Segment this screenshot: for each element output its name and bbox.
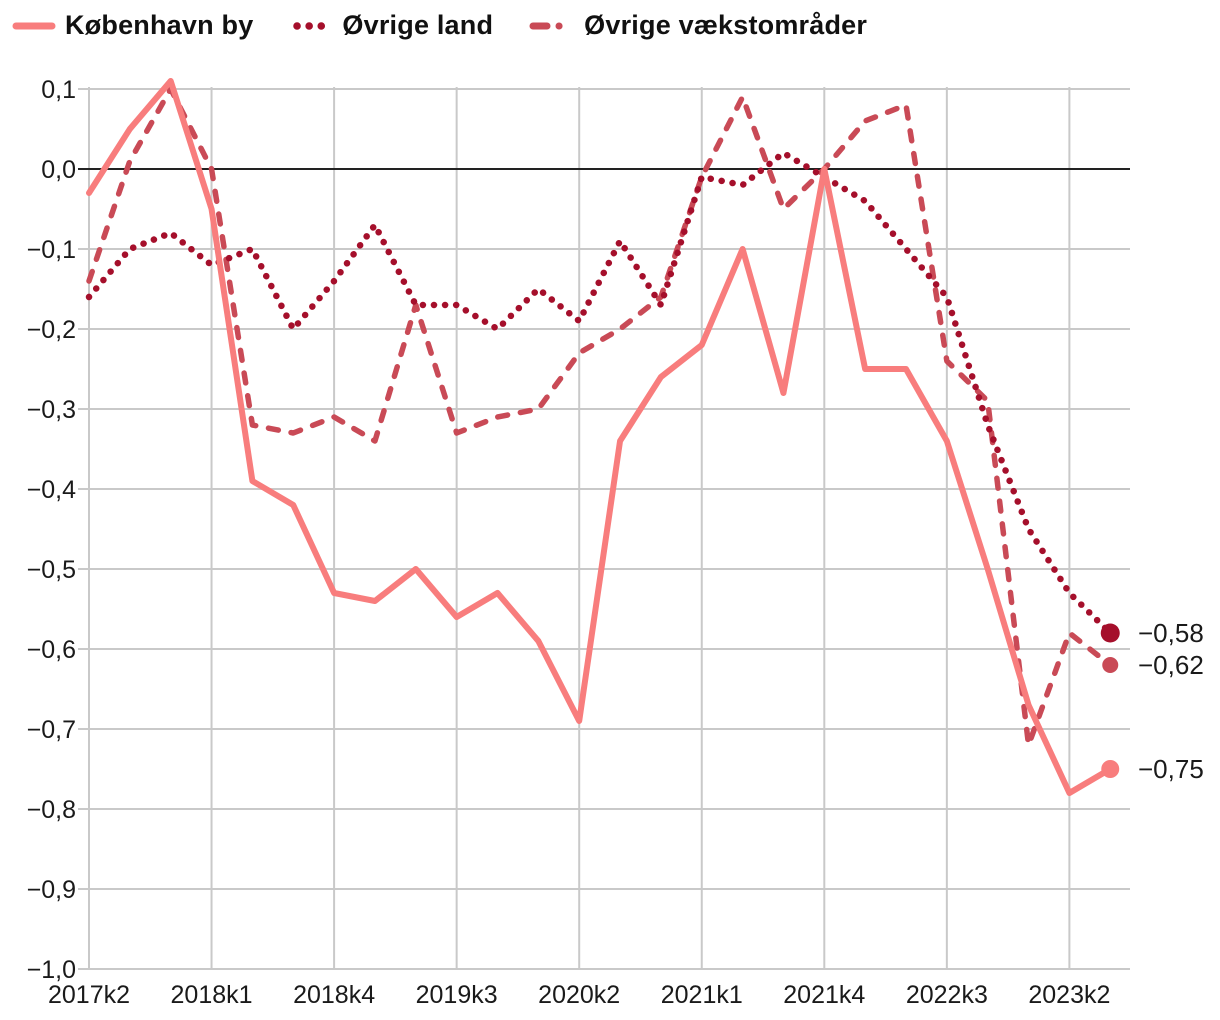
y-axis-tick-label: 0,1 [41, 76, 76, 104]
y-axis-tick-label: −0,8 [27, 796, 76, 824]
series-end-dot-dashed [1102, 657, 1119, 673]
y-axis-tick-label: −1,0 [27, 956, 76, 984]
y-axis-tick-label: −0,7 [27, 716, 76, 744]
legend-item-ovrige-land: Øvrige land [289, 10, 493, 41]
y-axis-tick-label: −0,9 [27, 876, 76, 904]
series-line-dotted [85, 149, 1114, 637]
series-end-value-label: −0,58 [1138, 618, 1204, 648]
legend-label-kobenhavn-by: København by [65, 10, 254, 40]
y-axis-tick-label: −0,4 [27, 476, 76, 504]
series-end-value-label: −0,62 [1138, 650, 1204, 680]
x-axis-tick-label: 2018k4 [293, 981, 375, 1009]
x-axis-tick-label: 2022k3 [906, 981, 988, 1009]
series-end-dot-solid [1101, 760, 1120, 778]
x-axis-tick-label: 2020k2 [538, 981, 620, 1009]
legend-item-ovrige-vaekstomrader: Øvrige vækstområder [529, 10, 867, 41]
y-axis-tick-label: −0,1 [27, 236, 76, 264]
series-line-solid [86, 78, 1114, 796]
y-axis-tick-label: −0,6 [27, 636, 76, 664]
legend-swatch-dotted-icon [293, 21, 334, 30]
series-end-value-label: −0,75 [1138, 754, 1204, 784]
x-axis-tick-label: 2017k2 [48, 981, 130, 1009]
x-axis-tick-label: 2019k3 [416, 981, 498, 1009]
y-axis-tick-label: 0,0 [41, 156, 76, 184]
x-axis-tick-label: 2018k1 [171, 981, 253, 1009]
legend-label-ovrige-land: Øvrige land [342, 10, 494, 40]
y-axis-tick-label: −0,3 [27, 396, 76, 424]
series-end-dot-dotted [1100, 623, 1120, 643]
legend-item-kobenhavn-by: København by [12, 10, 253, 41]
legend-label-ovrige-vaekstomrader: Øvrige vækstområder [584, 10, 868, 40]
x-axis-tick-label: 2021k4 [783, 981, 865, 1009]
x-axis-tick-label: 2021k1 [661, 981, 743, 1009]
series-line-dashed [86, 86, 1113, 748]
legend: København by Øvrige land Øvrige vækstomr… [12, 10, 867, 41]
y-axis-tick-label: −0,5 [27, 556, 76, 584]
y-axis-tick-label: −0,2 [27, 316, 76, 344]
legend-swatch-dashed-icon [529, 22, 576, 29]
x-axis-tick-label: 2023k2 [1028, 981, 1110, 1009]
legend-swatch-solid-icon [12, 22, 56, 29]
